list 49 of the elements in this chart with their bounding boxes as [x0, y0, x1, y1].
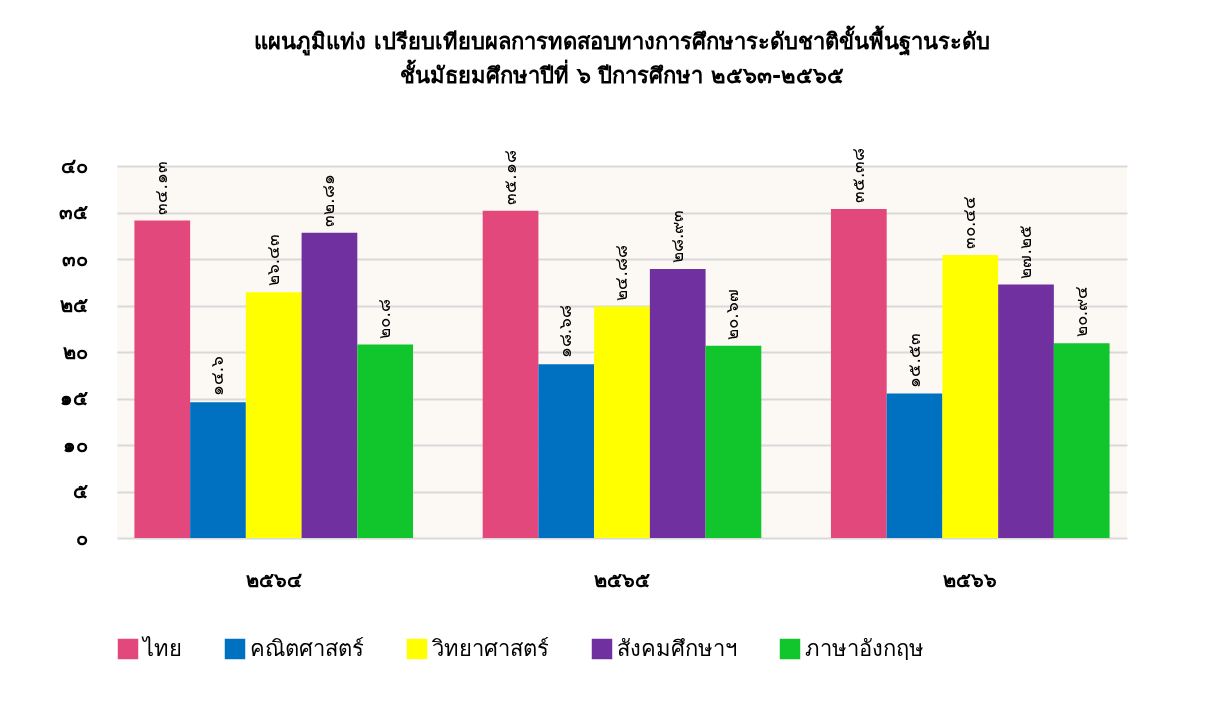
bar	[942, 254, 999, 538]
bar	[886, 393, 943, 538]
data-label: ๒๖.๔๓	[262, 233, 283, 287]
data-label: ๓๕.๑๘	[499, 150, 520, 205]
chart-title: แผนภูมิแท่ง เปรียบเทียบผลการทดสอบทางการศึกษาระดับชาติขั้นพื้นฐานระดับ	[254, 24, 990, 56]
y-tick-label: ๑๐	[62, 432, 88, 457]
legend-label: สังคมศึกษาฯ	[617, 636, 737, 661]
data-label: ๓๕.๓๘	[847, 147, 868, 203]
y-tick-label: ๐	[75, 525, 88, 550]
x-tick-label: ๒๕๖๔	[245, 567, 302, 592]
bar	[998, 284, 1054, 538]
chart-subtitle: ชั้นมัธยมศึกษาปีที่ ๖ ปีการศึกษา ๒๕๖๓-๒๕๖๕	[399, 58, 845, 88]
bar	[134, 220, 191, 538]
y-tick-label: ๒๐	[62, 339, 88, 364]
legend-label: ไทย	[141, 636, 182, 661]
y-tick-label: ๔๐	[60, 153, 88, 178]
y-tick-label: ๑๕	[59, 386, 88, 410]
bar	[594, 306, 650, 538]
bar	[301, 232, 358, 538]
y-tick-label: ๓๕	[58, 200, 88, 224]
data-label: ๑๕.๕๓	[903, 333, 924, 388]
data-label: ๒๐.๘	[374, 299, 395, 339]
bar	[245, 292, 302, 538]
bar	[538, 364, 595, 538]
legend-label: วิทยาศาสตร์	[431, 636, 549, 661]
bar	[482, 210, 539, 538]
legend-label: คณิตศาสตร์	[250, 636, 364, 661]
data-label: ๒๗.๒๕	[1015, 225, 1035, 279]
data-label: ๓๒.๘๑	[318, 174, 339, 227]
data-label: ๓๐.๔๔	[959, 195, 980, 249]
data-label: ๒๐.๖๗	[722, 289, 743, 340]
y-tick-label: ๒๕	[59, 293, 88, 317]
y-tick-label: ๓๐	[61, 246, 88, 271]
x-tick-label: ๒๕๖๕	[594, 567, 650, 592]
bar	[830, 208, 887, 538]
data-label: ๑๔.๖	[207, 355, 227, 397]
bar	[190, 402, 246, 538]
x-tick-label: ๒๕๖๖	[943, 567, 998, 592]
y-tick-label: ๕	[72, 479, 88, 503]
data-label: ๒๘.๙๓	[666, 209, 687, 263]
legend-label: ภาษาอังกฤษ	[805, 636, 924, 661]
bar	[649, 268, 706, 538]
data-label: ๒๐.๙๔	[1070, 285, 1091, 338]
bar	[1053, 343, 1110, 538]
data-label: ๒๔.๘๘	[611, 245, 631, 301]
bar	[357, 344, 414, 538]
data-label: ๓๔.๑๓	[151, 161, 172, 215]
data-label: ๑๘.๖๘	[555, 304, 576, 359]
bar	[705, 345, 762, 538]
